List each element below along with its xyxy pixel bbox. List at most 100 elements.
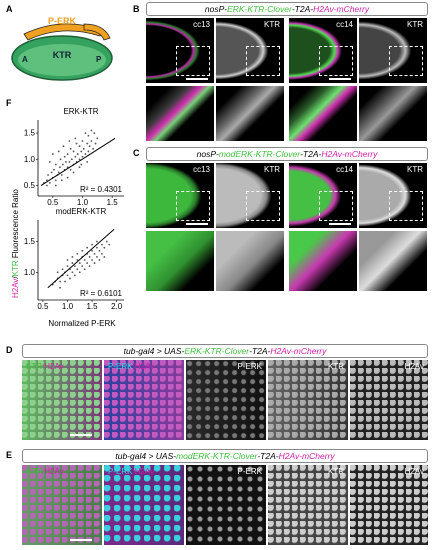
data-point xyxy=(78,166,81,169)
perk-band-right xyxy=(83,23,111,41)
data-point xyxy=(105,240,108,243)
data-point xyxy=(76,268,79,271)
data-point xyxy=(54,163,57,166)
data-point xyxy=(88,256,91,258)
data-point xyxy=(53,168,55,171)
data-point xyxy=(93,262,96,264)
c-cc13-ktr-zoom xyxy=(216,231,284,291)
fit-line xyxy=(40,137,116,186)
b-cc14-ktr: KTR xyxy=(359,18,427,83)
y-tick-label: 1.5 xyxy=(24,129,36,138)
data-point xyxy=(69,277,71,280)
data-point xyxy=(83,259,86,261)
d-ktr-h2av: KTR H2Av xyxy=(22,360,102,440)
x-tick-label: 1.5 xyxy=(107,198,119,207)
panel-c-header: nosP-modERK-KTR-Clover -T2A- H2Av-mCherry xyxy=(146,147,428,161)
b-cc13-merge-zoom xyxy=(146,86,214,141)
data-point xyxy=(72,150,75,153)
data-point xyxy=(68,140,71,142)
d-perk-h2av: P-ERK H2Av xyxy=(104,360,184,440)
data-point xyxy=(50,171,53,174)
data-point xyxy=(66,274,69,277)
data-point xyxy=(81,249,84,252)
data-point xyxy=(88,145,91,148)
data-point xyxy=(76,259,79,261)
scatter-plot-moderk-ktr: modERK-KTR 0.5 1.0 1.5 2.0 1.0 1.5 R² = 0.6101 xyxy=(24,207,124,311)
data-point xyxy=(73,265,76,268)
e-perk-h2av: P-ERK H2Av xyxy=(104,465,184,545)
data-point xyxy=(69,168,72,171)
data-point xyxy=(78,271,81,274)
data-point xyxy=(91,243,93,246)
panel-label-d: D xyxy=(6,345,13,355)
data-point xyxy=(91,259,93,261)
data-point xyxy=(93,132,96,135)
data-point xyxy=(92,147,95,150)
scatter-plot-erk-ktr: ERK-KTR 0.5 1.0 1.5 0.5 1.0 1.5 R² = 0.4301 xyxy=(24,107,124,207)
data-point xyxy=(66,265,69,268)
data-point xyxy=(66,176,69,179)
anterior-label: A xyxy=(22,55,28,64)
panel-d-header: tub-gal4 > UAS- ERK-KTR-Clover -T2A- H2Av-m… xyxy=(22,344,428,358)
c-cc14-merge-zoom xyxy=(289,231,357,291)
b-cc14-merge: cc14 xyxy=(289,18,357,83)
embryo-interior xyxy=(18,44,106,76)
plot-title: modERK-KTR xyxy=(56,207,107,216)
x-tick-label: 2.0 xyxy=(111,302,123,311)
data-point xyxy=(86,142,89,145)
data-point xyxy=(84,132,87,135)
y-tick-label: 0.5 xyxy=(24,181,36,190)
perk-label: P-ERK xyxy=(48,16,77,26)
b-cc13-ktr-zoom xyxy=(216,86,284,141)
data-point xyxy=(83,268,86,271)
c-cc14-ktr: KTR xyxy=(359,163,427,228)
d-ktr: KTR xyxy=(268,360,348,440)
data-point xyxy=(96,256,98,258)
data-point xyxy=(86,246,89,249)
data-point xyxy=(47,174,49,176)
data-point xyxy=(90,140,93,142)
data-point xyxy=(78,262,81,264)
data-point xyxy=(94,142,97,145)
data-point xyxy=(91,249,93,252)
data-point xyxy=(74,137,77,140)
data-point xyxy=(59,286,62,289)
data-point xyxy=(96,137,99,140)
data-point xyxy=(80,150,83,153)
panel-label-b: B xyxy=(133,4,140,14)
panel-label-c: C xyxy=(133,148,140,158)
c-cc13-merge: cc13 xyxy=(146,163,214,228)
data-point xyxy=(108,243,111,246)
data-point xyxy=(78,158,81,161)
y-tick-label: 1.0 xyxy=(24,268,36,277)
data-point xyxy=(54,179,57,182)
data-point xyxy=(96,246,98,249)
e-h2av: H2Av xyxy=(350,465,428,545)
data-point xyxy=(82,147,85,150)
data-point xyxy=(57,171,60,174)
data-point xyxy=(76,153,79,155)
b-cc14-ktr-zoom xyxy=(359,86,427,141)
x-tick-label: 1.0 xyxy=(77,198,89,207)
data-point xyxy=(81,140,84,142)
y-tick-label: 1.5 xyxy=(24,237,36,246)
data-point xyxy=(54,184,57,187)
c-cc14-ktr-zoom xyxy=(359,231,427,291)
data-point xyxy=(59,158,62,161)
data-point xyxy=(57,150,60,153)
data-point xyxy=(66,166,69,169)
fit-line xyxy=(47,228,115,289)
data-point xyxy=(74,155,77,158)
data-point xyxy=(86,262,89,264)
data-point xyxy=(90,129,93,132)
data-point xyxy=(45,179,48,182)
data-point xyxy=(78,145,81,148)
data-point xyxy=(60,179,63,182)
b-cc13-ktr: KTR xyxy=(216,18,284,83)
data-point xyxy=(73,274,76,277)
b-cc14-merge-zoom xyxy=(289,86,357,141)
x-tick-label: 0.5 xyxy=(47,198,59,207)
data-point xyxy=(98,249,101,252)
data-point xyxy=(81,155,84,158)
c-cc13-merge-zoom xyxy=(146,231,214,291)
